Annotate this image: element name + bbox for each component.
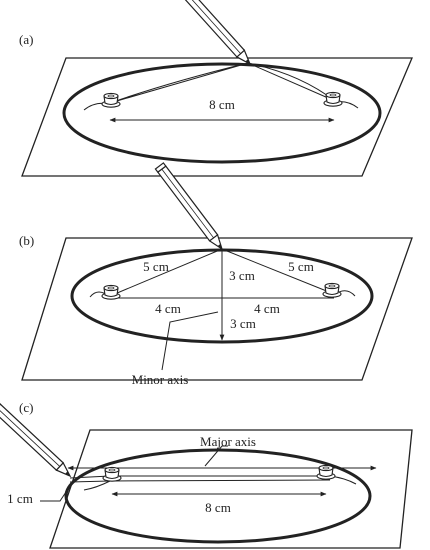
panel-a-ellipse: [62, 62, 382, 164]
panel-c-1cm-label: 1 cm: [7, 491, 33, 506]
panel-a-label: (a): [19, 32, 33, 47]
panel-c-pencil: [0, 400, 75, 481]
panel-b-3cm-upper-label: 3 cm: [229, 268, 255, 283]
panel-b-string-left: [109, 248, 223, 297]
panel-b-string-right: [221, 248, 335, 295]
panel-b-pin-right: [322, 282, 342, 298]
panel-b: (b) 5 cm 5 cm 3 cm 4 cm 4 cm 3 cm Minor …: [19, 162, 413, 387]
panel-c-8cm-label: 8 cm: [205, 500, 231, 515]
panel-c-paper: [49, 429, 413, 549]
panel-a-pin-left: [101, 92, 121, 108]
panel-b-5cm-left-label: 5 cm: [143, 259, 169, 274]
panel-b-5cm-right-label: 5 cm: [288, 259, 314, 274]
panel-a-pencil: [176, 0, 255, 68]
panel-b-3cm-lower-label: 3 cm: [230, 316, 256, 331]
panel-c-pin-right: [316, 464, 336, 480]
panel-c-label: (c): [19, 400, 33, 415]
panel-a-8cm-label: 8 cm: [209, 97, 235, 112]
panel-c-major-axis-callout: Major axis: [200, 434, 256, 449]
panel-a-paper: [21, 57, 413, 177]
panel-a: (a) 8 cm: [19, 0, 413, 177]
panel-c-pin-left: [102, 466, 122, 482]
panel-c-1cm-leader: [40, 479, 75, 502]
panel-b-minor-axis-leader: [161, 311, 219, 371]
panel-c: (c) Major axis 8 cm 1 cm: [0, 400, 413, 549]
panel-b-4cm-left-label: 4 cm: [155, 301, 181, 316]
panel-a-pin-right: [323, 91, 343, 107]
panel-b-pin-left: [101, 284, 121, 300]
panel-b-label: (b): [19, 233, 34, 248]
panel-b-minor-axis-callout: Minor axis: [132, 372, 189, 387]
panel-c-major-axis-leader: [204, 445, 228, 467]
panel-b-paper: [21, 237, 413, 381]
panel-b-4cm-right-label: 4 cm: [254, 301, 280, 316]
